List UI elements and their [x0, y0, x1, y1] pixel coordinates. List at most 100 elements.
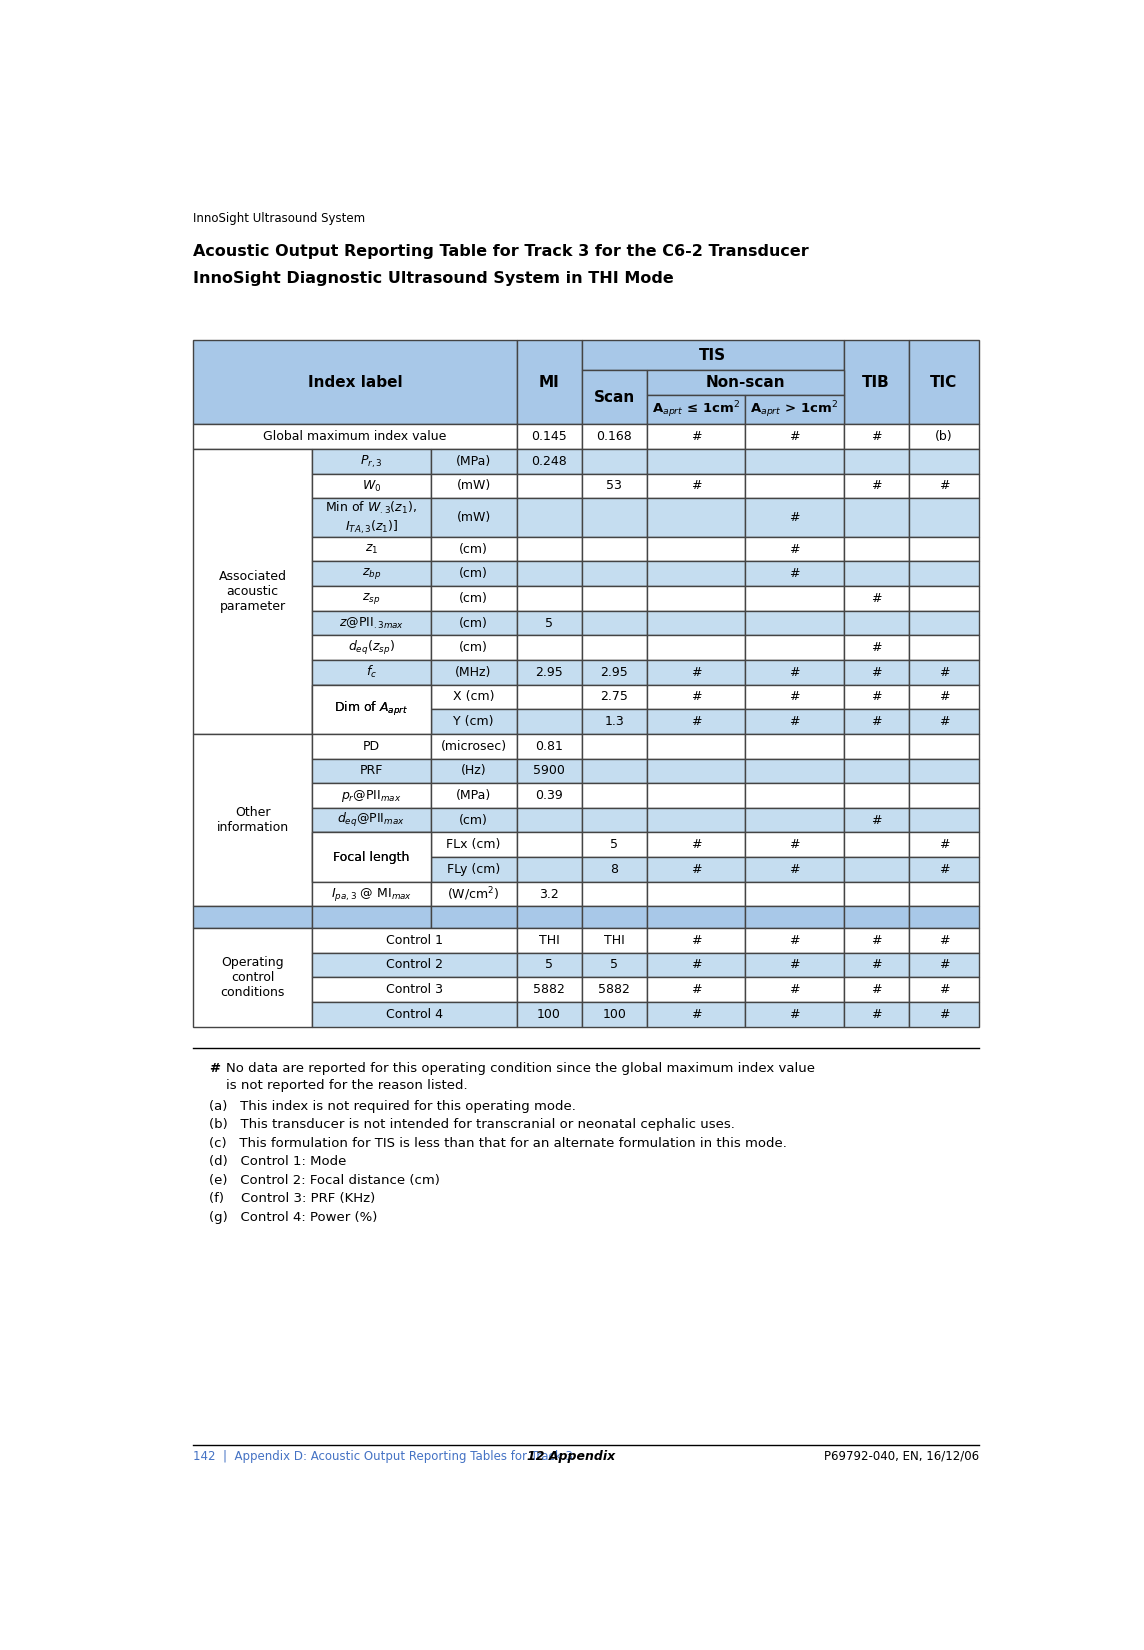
Bar	[745, 927, 843, 952]
Text: Control 1: Control 1	[386, 934, 443, 947]
Bar	[908, 498, 979, 536]
Bar	[843, 952, 908, 977]
Text: is not reported for the reason listed.: is not reported for the reason listed.	[225, 1079, 468, 1092]
Text: #: #	[871, 667, 881, 678]
Bar	[843, 1002, 908, 1026]
Text: FLx (cm): FLx (cm)	[446, 838, 501, 851]
Text: 53: 53	[606, 480, 622, 492]
Bar	[312, 610, 430, 635]
Bar	[312, 833, 430, 856]
Bar	[517, 660, 581, 685]
Text: (W/cm$^2$): (W/cm$^2$)	[447, 886, 500, 903]
Bar	[843, 881, 908, 906]
Bar	[517, 635, 581, 660]
Bar	[843, 734, 908, 759]
Bar	[517, 784, 581, 808]
Bar	[745, 759, 843, 784]
Bar	[843, 610, 908, 635]
Bar	[908, 1002, 979, 1026]
Text: #: #	[691, 983, 701, 997]
Bar	[193, 340, 517, 424]
Text: 0.39: 0.39	[535, 789, 563, 802]
Text: $p_r$@PII$_{max}$: $p_r$@PII$_{max}$	[341, 787, 402, 804]
Text: (cm): (cm)	[459, 568, 488, 581]
Text: #: #	[871, 714, 881, 728]
Bar	[908, 710, 979, 734]
Text: #: #	[691, 959, 701, 972]
Bar	[745, 881, 843, 906]
Text: #: #	[691, 934, 701, 947]
Bar	[312, 586, 430, 610]
Bar	[517, 710, 581, 734]
Bar	[312, 759, 430, 784]
Bar	[312, 685, 430, 734]
Bar	[581, 833, 646, 856]
Bar	[517, 759, 581, 784]
Bar	[646, 586, 745, 610]
Text: #: #	[871, 431, 881, 444]
Bar	[517, 685, 581, 710]
Bar	[646, 734, 745, 759]
Text: Control 2: Control 2	[386, 959, 443, 972]
Bar	[843, 808, 908, 833]
Text: Dim of $A_{aprt}$: Dim of $A_{aprt}$	[334, 700, 408, 718]
Text: A$_{aprt}$ > 1cm$^2$: A$_{aprt}$ > 1cm$^2$	[750, 399, 839, 421]
Bar	[581, 927, 646, 952]
Bar	[646, 449, 745, 474]
Text: #: #	[871, 983, 881, 997]
Bar	[646, 906, 745, 927]
Bar	[312, 685, 430, 734]
Bar	[843, 906, 908, 927]
Bar	[843, 784, 908, 808]
Bar	[312, 635, 430, 660]
Text: #: #	[789, 714, 800, 728]
Text: 5882: 5882	[598, 983, 630, 997]
Bar	[430, 498, 517, 536]
Text: #: #	[789, 431, 800, 444]
Bar	[745, 660, 843, 685]
Bar	[581, 808, 646, 833]
Bar	[908, 474, 979, 498]
Text: $z_1$: $z_1$	[365, 543, 378, 556]
Text: #: #	[789, 667, 800, 678]
Bar	[646, 635, 745, 660]
Bar	[581, 536, 646, 561]
Bar	[843, 561, 908, 586]
Bar	[430, 759, 517, 784]
Text: Global maximum index value: Global maximum index value	[263, 431, 446, 444]
Bar	[646, 660, 745, 685]
Text: (mW): (mW)	[456, 512, 491, 525]
Bar	[646, 498, 745, 536]
Text: #: #	[939, 838, 950, 851]
Text: TIS: TIS	[699, 348, 726, 363]
Bar	[646, 784, 745, 808]
Text: (MPa): (MPa)	[456, 789, 491, 802]
Bar	[581, 498, 646, 536]
Bar	[581, 784, 646, 808]
Bar	[312, 561, 430, 586]
Bar	[843, 856, 908, 881]
Text: (d)   Control 1: Mode: (d) Control 1: Mode	[209, 1155, 347, 1168]
Bar	[908, 927, 979, 952]
Text: Control 3: Control 3	[386, 983, 443, 997]
Text: 2.75: 2.75	[601, 690, 628, 703]
Bar	[193, 734, 312, 906]
Text: (mW): (mW)	[456, 480, 491, 492]
Bar	[312, 977, 517, 1002]
Text: (MPa): (MPa)	[456, 455, 491, 469]
Bar	[745, 784, 843, 808]
Bar	[517, 952, 581, 977]
Text: 5: 5	[545, 959, 553, 972]
Text: #: #	[691, 431, 701, 444]
Text: (b)   This transducer is not intended for transcranial or neonatal cephalic uses: (b) This transducer is not intended for …	[209, 1119, 734, 1132]
Text: 0.145: 0.145	[531, 431, 567, 444]
Bar	[581, 734, 646, 759]
Bar	[517, 881, 581, 906]
Bar	[908, 784, 979, 808]
Bar	[843, 424, 908, 449]
Text: TIB: TIB	[863, 375, 890, 389]
Text: #: #	[789, 690, 800, 703]
Text: 0.248: 0.248	[531, 455, 567, 469]
Bar	[745, 906, 843, 927]
Bar	[517, 734, 581, 759]
